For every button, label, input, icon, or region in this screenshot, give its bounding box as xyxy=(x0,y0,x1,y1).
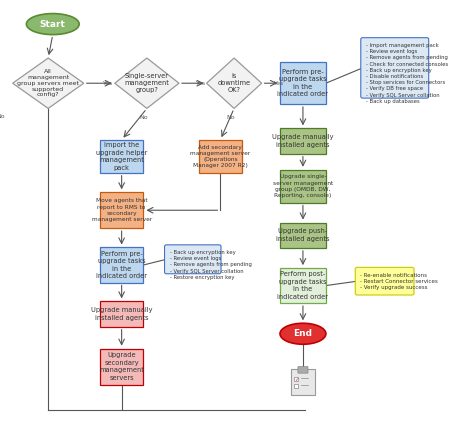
FancyBboxPatch shape xyxy=(280,170,326,202)
Text: Yes: Yes xyxy=(103,81,113,86)
Text: Add secondary
management server
(Operations
Manager 2007 R2): Add secondary management server (Operati… xyxy=(190,145,251,168)
Polygon shape xyxy=(13,58,84,108)
Text: Perform post-
upgrade tasks
in the
indicated order: Perform post- upgrade tasks in the indic… xyxy=(277,271,329,300)
Polygon shape xyxy=(115,58,179,108)
Text: No: No xyxy=(139,115,147,120)
FancyBboxPatch shape xyxy=(100,349,144,385)
Text: Upgrade manually
installed agents: Upgrade manually installed agents xyxy=(272,134,334,148)
Ellipse shape xyxy=(27,14,79,35)
FancyBboxPatch shape xyxy=(291,369,315,395)
Text: ✓: ✓ xyxy=(294,376,298,381)
Polygon shape xyxy=(207,58,262,108)
Text: All
management
group servers meet
supported
config?: All management group servers meet suppor… xyxy=(17,69,79,97)
FancyBboxPatch shape xyxy=(294,384,298,388)
Text: Move agents that
report to RMS to
secondary
management server: Move agents that report to RMS to second… xyxy=(91,198,152,222)
FancyBboxPatch shape xyxy=(100,247,144,283)
FancyBboxPatch shape xyxy=(298,367,308,373)
Text: - Re-enable notifications
- Restart Connector services
- Verify upgrade success: - Re-enable notifications - Restart Conn… xyxy=(360,272,438,290)
Text: Single-server
management
group?: Single-server management group? xyxy=(124,73,169,93)
FancyBboxPatch shape xyxy=(165,245,221,274)
Ellipse shape xyxy=(280,323,326,344)
Text: Upgrade single-
server management
group (OMDB, DW,
Reporting, console): Upgrade single- server management group … xyxy=(273,174,333,198)
Text: No: No xyxy=(226,115,235,120)
Text: Perform pre-
upgrade tasks
in the
indicated order: Perform pre- upgrade tasks in the indica… xyxy=(96,251,147,279)
Text: No: No xyxy=(0,114,6,119)
FancyBboxPatch shape xyxy=(361,38,429,98)
FancyBboxPatch shape xyxy=(100,140,144,173)
FancyBboxPatch shape xyxy=(280,268,326,303)
FancyBboxPatch shape xyxy=(280,62,326,104)
Text: - Back up encryption key
- Review event logs
- Remove agents from pending
- Veri: - Back up encryption key - Review event … xyxy=(170,250,252,280)
Text: - Import management pack
- Review event logs
- Remove agents from pending
- Chec: - Import management pack - Review event … xyxy=(366,43,448,104)
Text: Upgrade manually
installed agents: Upgrade manually installed agents xyxy=(91,307,152,321)
Text: Upgrade
secondary
management
servers: Upgrade secondary management servers xyxy=(99,352,144,381)
Text: Perform pre-
upgrade tasks
in the
indicated order: Perform pre- upgrade tasks in the indica… xyxy=(277,69,329,98)
Text: Yes: Yes xyxy=(196,81,207,86)
Text: Upgrade push-
installed agents: Upgrade push- installed agents xyxy=(276,229,330,242)
FancyBboxPatch shape xyxy=(355,267,414,295)
FancyBboxPatch shape xyxy=(280,223,326,248)
Text: End: End xyxy=(293,329,313,338)
FancyBboxPatch shape xyxy=(100,301,144,327)
Text: Import the
upgrade helper
management
pack: Import the upgrade helper management pac… xyxy=(96,142,147,171)
Text: Yes: Yes xyxy=(274,81,285,86)
FancyBboxPatch shape xyxy=(280,128,326,154)
Text: Is
downtime
OK?: Is downtime OK? xyxy=(218,73,251,93)
FancyBboxPatch shape xyxy=(294,377,298,381)
FancyBboxPatch shape xyxy=(198,140,242,173)
FancyBboxPatch shape xyxy=(100,192,144,228)
Text: Start: Start xyxy=(40,20,66,28)
